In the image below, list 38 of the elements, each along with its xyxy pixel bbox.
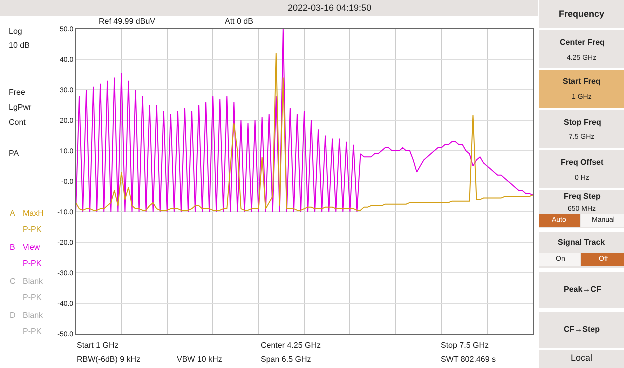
- text: LgPwr: [9, 103, 32, 112]
- text: P-PK: [23, 327, 42, 336]
- text: PA: [9, 149, 20, 158]
- text: Blank: [23, 277, 44, 286]
- text: View: [23, 243, 40, 252]
- text: Stop Freq: [564, 118, 602, 127]
- text: Start 1 GHz: [77, 341, 119, 350]
- text: RBW(-6dB) 9 kHz: [77, 355, 141, 364]
- text: 2022-03-16 04:19:50: [288, 3, 372, 13]
- text: Ref 49.99 dBuV: [99, 17, 156, 26]
- text: Blank: [23, 311, 44, 320]
- text: Local: [571, 353, 593, 363]
- text: Center Freq: [560, 38, 606, 47]
- text: Signal Track: [558, 238, 606, 247]
- text: Log: [9, 27, 22, 36]
- text: P-PK: [23, 259, 42, 268]
- text: VBW 10 kHz: [177, 355, 222, 364]
- text: A: [10, 209, 16, 218]
- text: SWT 802.469 s: [441, 355, 496, 364]
- text: Frequency: [559, 9, 605, 19]
- text: Span 6.5 GHz: [261, 355, 312, 364]
- text: P-PK: [23, 225, 42, 234]
- text: Free: [9, 88, 26, 97]
- text: B: [10, 243, 16, 252]
- text: Att 0 dB: [225, 17, 254, 26]
- text: P-PK: [23, 293, 42, 302]
- text: MaxH: [23, 209, 44, 218]
- text: CF→Step: [564, 325, 600, 334]
- text: Freq Offset: [561, 158, 604, 167]
- text: D: [10, 311, 16, 320]
- text: 10 dB: [9, 41, 30, 50]
- text: Peak→CF: [564, 285, 602, 294]
- text: C: [10, 277, 16, 286]
- text: Cont: [9, 118, 27, 127]
- text: Stop 7.5 GHz: [441, 341, 490, 350]
- text: Freq Step: [564, 192, 602, 201]
- text: Start Freq: [563, 77, 601, 86]
- text: Center 4.25 GHz: [261, 341, 322, 350]
